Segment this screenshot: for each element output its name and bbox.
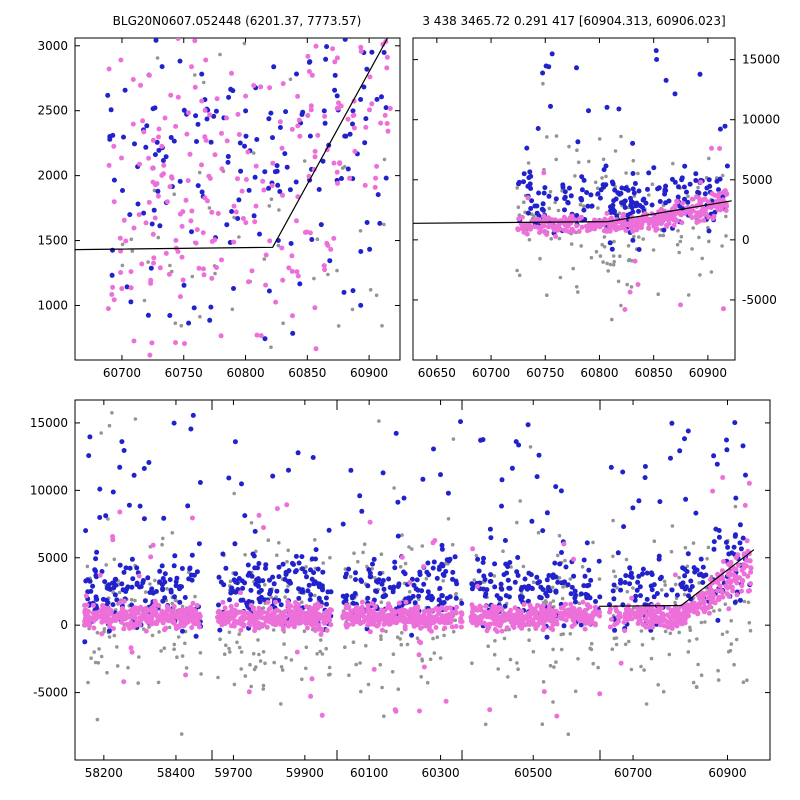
x-tick-label: 60300	[421, 766, 459, 780]
axes-frame	[412, 37, 736, 361]
axes-frame	[74, 37, 401, 361]
scatter-points	[105, 38, 393, 358]
x-tick-label: 60800	[580, 366, 618, 380]
x-tick-label: 58400	[157, 766, 195, 780]
axes-frame	[74, 399, 771, 761]
y-tick-label: 1500	[37, 234, 68, 248]
y-tick-label: 10000	[30, 483, 68, 497]
panel-full-lightcurve: -5000 0 5000 10000 15000 58200 58400 59700 59900…	[30, 399, 771, 780]
x-tick-label: 60700	[614, 766, 652, 780]
y-tick-label: 0	[60, 618, 68, 632]
y-tick-label: 0	[742, 233, 750, 247]
y-tick-label: 15000	[742, 53, 780, 67]
model-line	[599, 549, 755, 607]
scatter-points	[515, 48, 730, 322]
x-tick-label: 58200	[85, 766, 123, 780]
x-tick-label: 60700	[103, 366, 141, 380]
x-tick-label: 59700	[214, 766, 252, 780]
panel-last-season-flux: -5000 0 5000 10000 15000 60650 60700 60750 60800…	[412, 37, 780, 380]
x-tick-label: 59900	[286, 766, 324, 780]
scatter-points	[82, 411, 754, 736]
x-tick-label: 60750	[526, 366, 564, 380]
figure-title-right: 3 438 3465.72 0.291 417 [60904.313, 6090…	[422, 14, 726, 28]
x-tick-label: 60850	[288, 366, 326, 380]
y-tick-label: 10000	[742, 113, 780, 127]
panel-zoom-last-season: 1000 1500 2000 2500 3000 60700 60750 60800 60850…	[37, 37, 401, 380]
x-tick-label: 60100	[350, 766, 388, 780]
x-tick-label: 60900	[708, 766, 746, 780]
x-tick-label: 60500	[514, 766, 552, 780]
y-tick-label: 3000	[37, 39, 68, 53]
x-tick-label: 60650	[418, 366, 456, 380]
y-tick-label: 1000	[37, 298, 68, 312]
figure-title-left: BLG20N0607.052448 (6201.37, 7773.57)	[112, 14, 362, 28]
x-tick-label: 60900	[350, 366, 388, 380]
y-tick-label: -5000	[742, 293, 777, 307]
model-line	[75, 38, 389, 251]
model-line	[413, 200, 732, 224]
y-tick-label: 15000	[30, 416, 68, 430]
y-tick-label: 5000	[742, 173, 773, 187]
x-tick-label: 60750	[165, 366, 203, 380]
x-tick-label: 60850	[635, 366, 673, 380]
y-tick-label: 2000	[37, 169, 68, 183]
x-tick-label: 60800	[226, 366, 264, 380]
x-tick-label: 60900	[689, 366, 727, 380]
x-tick-label: 60700	[472, 366, 510, 380]
y-tick-label: 2500	[37, 104, 68, 118]
y-tick-label: -5000	[33, 686, 68, 700]
y-tick-label: 5000	[37, 551, 68, 565]
